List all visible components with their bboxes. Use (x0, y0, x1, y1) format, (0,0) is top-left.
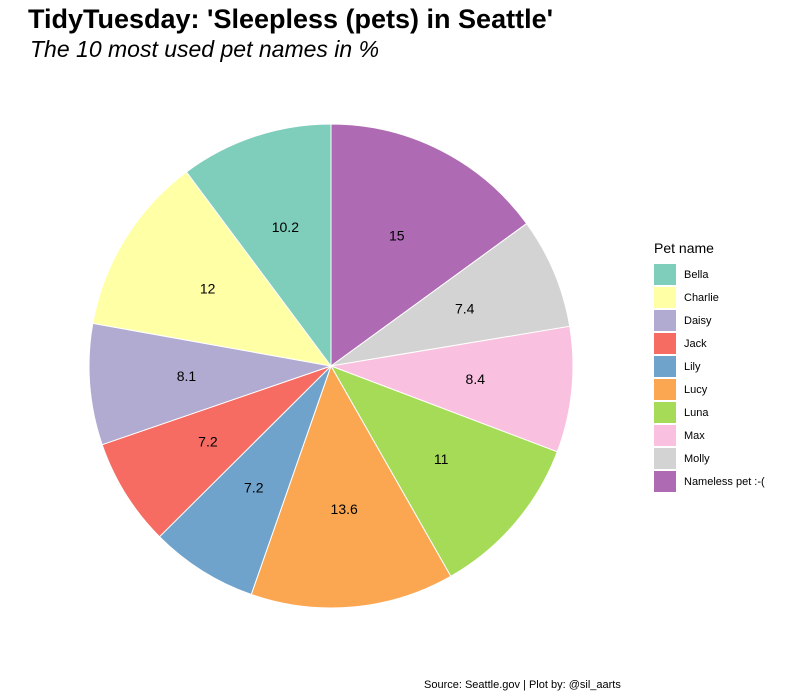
legend-item: Jack (654, 332, 765, 355)
chart-subtitle: The 10 most used pet names in % (30, 36, 380, 62)
legend-item: Lily (654, 355, 765, 378)
pie-slice-molly (330, 222, 571, 367)
legend-label: Molly (684, 452, 710, 465)
slice-value-label: 8.4 (466, 371, 486, 387)
slice-value-label: 7.2 (244, 479, 264, 495)
legend-label: Lucy (684, 383, 708, 396)
legend-swatch (654, 402, 676, 423)
pie-slice-lucy (250, 364, 452, 609)
pie-slice-daisy (88, 322, 333, 446)
legend-item: Lucy (654, 378, 765, 401)
slice-value-label: 10.2 (272, 219, 299, 235)
legend: Pet name Bella Charlie Daisy Jack Lily Lucy Lu… (654, 240, 765, 493)
legend-label: Jack (684, 337, 707, 350)
legend-label: Daisy (684, 314, 712, 327)
legend-title: Pet name (654, 240, 714, 256)
slice-value-label: 11 (434, 451, 449, 467)
legend-items: Bella Charlie Daisy Jack Lily Lucy Luna Max Moll… (654, 263, 765, 493)
legend-label: Bella (684, 268, 709, 281)
legend-item: Daisy (654, 309, 765, 332)
slice-value-label: 13.6 (331, 501, 358, 517)
legend-item: Max (654, 424, 765, 447)
pie-slice-jack (101, 365, 332, 538)
legend-label: Max (684, 429, 705, 442)
legend-label: Lily (684, 360, 701, 373)
legend-swatch (654, 333, 676, 354)
slice-value-label: 12 (200, 280, 216, 296)
legend-label: Luna (684, 406, 709, 419)
pie-slice-nameless-pet (330, 123, 528, 367)
legend-item: Charlie (654, 286, 765, 309)
legend-swatch (654, 425, 676, 446)
legend-label: Charlie (684, 291, 719, 304)
legend-label: Nameless pet :-( (684, 475, 765, 488)
legend-item: Luna (654, 401, 765, 424)
legend-item: Bella (654, 263, 765, 286)
legend-swatch (654, 310, 676, 331)
legend-swatch (654, 287, 676, 308)
legend-swatch (654, 379, 676, 400)
chart-title: TidyTuesday: 'Sleepless (pets) in Seattl… (28, 4, 554, 34)
legend-swatch (654, 471, 676, 492)
slice-value-label: 7.4 (455, 301, 475, 317)
legend-item: Nameless pet :-( (654, 470, 765, 493)
chart-caption: Source: Seattle.gov | Plot by: @sil_aart… (424, 679, 621, 691)
pie-slice-bella (185, 123, 332, 368)
legend-swatch (654, 264, 676, 285)
legend-item: Molly (654, 447, 765, 470)
legend-swatch (654, 448, 676, 469)
slice-value-label: 8.1 (177, 368, 197, 384)
pie-slice-luna (329, 365, 558, 577)
legend-swatch (654, 356, 676, 377)
slice-value-label: 7.2 (198, 433, 218, 449)
pie-slice-max (329, 325, 574, 453)
pie-slice-lily (158, 365, 332, 596)
pie-slice-charlie (92, 171, 333, 367)
slice-value-label: 15 (389, 227, 405, 243)
